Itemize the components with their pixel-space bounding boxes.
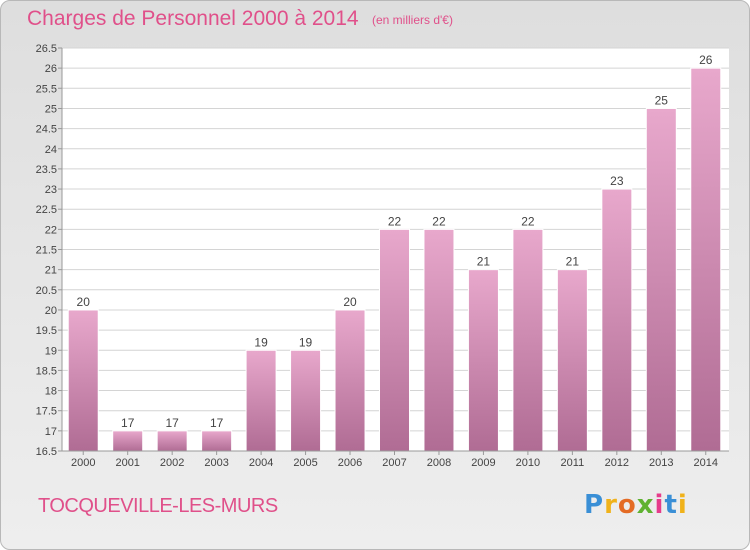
y-tick-label: 17 [45,426,57,438]
bar-2007 [379,228,410,452]
x-tick-label: 2000 [71,457,95,469]
x-tick-label: 2007 [382,457,406,469]
chart-title: Charges de Personnel 2000 à 2014 [27,7,359,30]
bar-2006 [334,309,366,452]
bar-value-label: 25 [655,93,669,107]
y-tick-label: 18.5 [36,365,57,377]
bar-value-label: 21 [566,255,580,269]
bar-value-label: 19 [299,335,313,349]
y-tick-label: 21.5 [36,245,57,257]
bar-value-label: 22 [521,214,535,228]
x-tick-label: 2003 [204,457,228,469]
y-tick-label: 24.5 [36,124,57,136]
x-tick-label: 2011 [561,457,585,469]
x-axis: 2000 2001 2002 2003 2004 2005 2006 2007 2008 2009… [62,450,729,469]
y-tick-label: 17.5 [36,406,57,418]
y-tick-label: 23 [45,184,57,196]
bar-2001 [112,430,144,452]
bar-2014 [690,67,722,452]
bar-2009 [467,269,499,452]
y-tick-label: 23.5 [36,164,57,176]
bar-value-label: 22 [432,214,446,228]
x-tick-label: 2012 [605,457,629,469]
proxiti-logo: Proxiti [584,490,688,520]
bar-2002 [156,430,188,452]
town-name: TOCQUEVILLE-LES-MURS [38,495,278,517]
logo-letter: i [654,490,665,520]
bar-2012 [601,188,633,452]
y-tick-label: 19.5 [36,325,57,337]
x-tick-label: 2005 [293,457,317,469]
x-tick-label: 2014 [694,457,718,469]
y-tick-label: 24 [45,144,57,156]
y-axis: 16.5 17 17.5 18 18.5 19 19.5 20 20.5 21 21.5 22 22.5… [36,43,63,458]
y-tick-label: 22.5 [36,204,57,216]
x-tick-label: 2013 [649,457,673,469]
y-tick-label: 26.5 [36,43,57,55]
bar-value-label: 20 [343,295,357,309]
bar-2005 [290,349,322,452]
y-tick-label: 25 [45,103,57,115]
logo-letter: o [617,490,637,520]
y-tick-label: 21 [45,265,57,277]
y-tick-label: 18 [45,386,57,398]
y-tick-label: 20.5 [36,285,57,297]
bar-2003 [201,430,233,452]
bar-value-label: 20 [77,295,91,309]
x-tick-label: 2006 [338,457,362,469]
x-tick-label: 2010 [516,457,540,469]
bar-2008 [423,228,455,452]
y-tick-label: 19 [45,345,57,357]
bar-value-label: 23 [610,174,624,188]
bars [67,67,722,452]
y-tick-label: 26 [45,63,57,75]
logo-letter: r [604,490,618,520]
bar-value-label: 17 [210,416,224,430]
logo-letter: i [677,490,688,520]
y-tick-label: 22 [45,224,57,236]
x-tick-label: 2009 [471,457,495,469]
bar-2000 [67,309,99,452]
x-tick-label: 2001 [115,457,139,469]
bar-2013 [645,107,677,452]
bar-2011 [556,269,588,452]
bar-value-labels: 20 17 17 17 19 19 20 22 22 21 22 21 23 25 26 [77,53,713,430]
bar-2004 [245,349,277,452]
bar-value-label: 19 [254,335,268,349]
bar-2010 [512,228,544,452]
bar-value-label: 17 [121,416,135,430]
y-tick-label: 20 [45,305,57,317]
logo-letter: x [636,490,655,520]
logo-letter: t [664,490,678,520]
x-tick-label: 2008 [427,457,451,469]
x-tick-label: 2002 [160,457,184,469]
chart-subtitle: (en milliers d'€) [372,13,453,27]
x-tick-label: 2004 [249,457,273,469]
bar-value-label: 17 [165,416,179,430]
logo-letter: P [584,490,605,520]
y-tick-label: 25.5 [36,83,57,95]
bar-value-label: 26 [699,53,713,67]
bar-value-label: 21 [477,255,491,269]
bar-value-label: 22 [388,214,402,228]
y-tick-label: 16.5 [36,446,57,458]
